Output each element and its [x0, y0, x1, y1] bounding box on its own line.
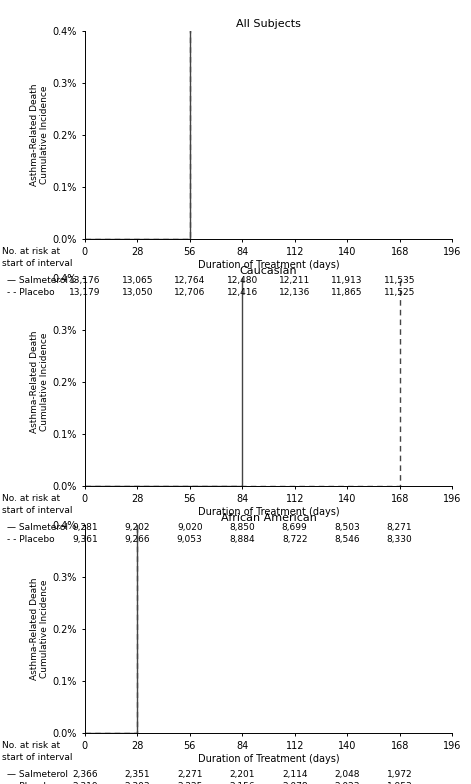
Text: — Salmeterol: — Salmeterol	[7, 523, 68, 532]
Text: 11,535: 11,535	[384, 276, 415, 285]
Text: 8,699: 8,699	[282, 523, 308, 532]
Text: 9,202: 9,202	[124, 523, 150, 532]
Text: - - Placebo: - - Placebo	[7, 535, 55, 543]
Text: 8,850: 8,850	[229, 523, 255, 532]
Text: 2,078: 2,078	[282, 782, 308, 784]
Text: start of interval: start of interval	[2, 506, 73, 514]
Text: 8,503: 8,503	[334, 523, 360, 532]
Text: 12,211: 12,211	[279, 276, 310, 285]
Text: 12,706: 12,706	[174, 288, 205, 296]
Text: 12,136: 12,136	[279, 288, 310, 296]
Text: 11,865: 11,865	[332, 288, 363, 296]
Text: No. at risk at: No. at risk at	[2, 494, 60, 503]
Text: 12,764: 12,764	[174, 276, 205, 285]
Text: 13,050: 13,050	[122, 288, 153, 296]
Text: 8,271: 8,271	[387, 523, 413, 532]
Text: 8,546: 8,546	[334, 535, 360, 543]
Text: - - Placebo: - - Placebo	[7, 782, 55, 784]
Text: 13,065: 13,065	[122, 276, 153, 285]
Text: 8,330: 8,330	[387, 535, 413, 543]
Y-axis label: Asthma-Related Death
Cumulative Incidence: Asthma-Related Death Cumulative Incidenc…	[30, 331, 49, 434]
Y-axis label: Asthma-Related Death
Cumulative Incidence: Asthma-Related Death Cumulative Incidenc…	[30, 84, 49, 187]
Text: 2,023: 2,023	[334, 782, 360, 784]
Y-axis label: Asthma-Related Death
Cumulative Incidence: Asthma-Related Death Cumulative Incidenc…	[30, 578, 49, 681]
Text: 9,020: 9,020	[177, 523, 203, 532]
Text: 1,953: 1,953	[387, 782, 413, 784]
Text: 13,179: 13,179	[69, 288, 100, 296]
Text: 12,480: 12,480	[227, 276, 258, 285]
X-axis label: Duration of Treatment (days): Duration of Treatment (days)	[198, 260, 339, 270]
Text: - - Placebo: - - Placebo	[7, 288, 55, 296]
Text: 2,271: 2,271	[177, 770, 203, 779]
Title: African American: African American	[220, 513, 317, 523]
Text: — Salmeterol: — Salmeterol	[7, 770, 68, 779]
Text: 2,366: 2,366	[72, 770, 97, 779]
Text: — Salmeterol: — Salmeterol	[7, 276, 68, 285]
Text: 9,053: 9,053	[177, 535, 203, 543]
Text: 9,361: 9,361	[72, 535, 97, 543]
Text: 9,281: 9,281	[72, 523, 97, 532]
Text: 1,972: 1,972	[387, 770, 413, 779]
Text: 2,319: 2,319	[72, 782, 97, 784]
Text: 2,225: 2,225	[177, 782, 203, 784]
Text: 12,416: 12,416	[227, 288, 258, 296]
Text: 11,525: 11,525	[384, 288, 415, 296]
Text: 8,884: 8,884	[229, 535, 255, 543]
Text: 13,176: 13,176	[69, 276, 100, 285]
Title: Caucasian: Caucasian	[240, 266, 297, 276]
Title: All Subjects: All Subjects	[236, 19, 301, 29]
Text: 2,351: 2,351	[124, 770, 150, 779]
Text: 2,156: 2,156	[229, 782, 255, 784]
Text: 9,266: 9,266	[124, 535, 150, 543]
Text: start of interval: start of interval	[2, 259, 73, 267]
Text: 2,048: 2,048	[334, 770, 360, 779]
X-axis label: Duration of Treatment (days): Duration of Treatment (days)	[198, 507, 339, 517]
Text: 2,114: 2,114	[282, 770, 308, 779]
Text: 8,722: 8,722	[282, 535, 308, 543]
Text: No. at risk at: No. at risk at	[2, 247, 60, 256]
Text: No. at risk at: No. at risk at	[2, 741, 60, 750]
Text: 2,201: 2,201	[229, 770, 255, 779]
Text: start of interval: start of interval	[2, 753, 73, 761]
X-axis label: Duration of Treatment (days): Duration of Treatment (days)	[198, 754, 339, 764]
Text: 2,303: 2,303	[124, 782, 150, 784]
Text: 11,913: 11,913	[332, 276, 363, 285]
